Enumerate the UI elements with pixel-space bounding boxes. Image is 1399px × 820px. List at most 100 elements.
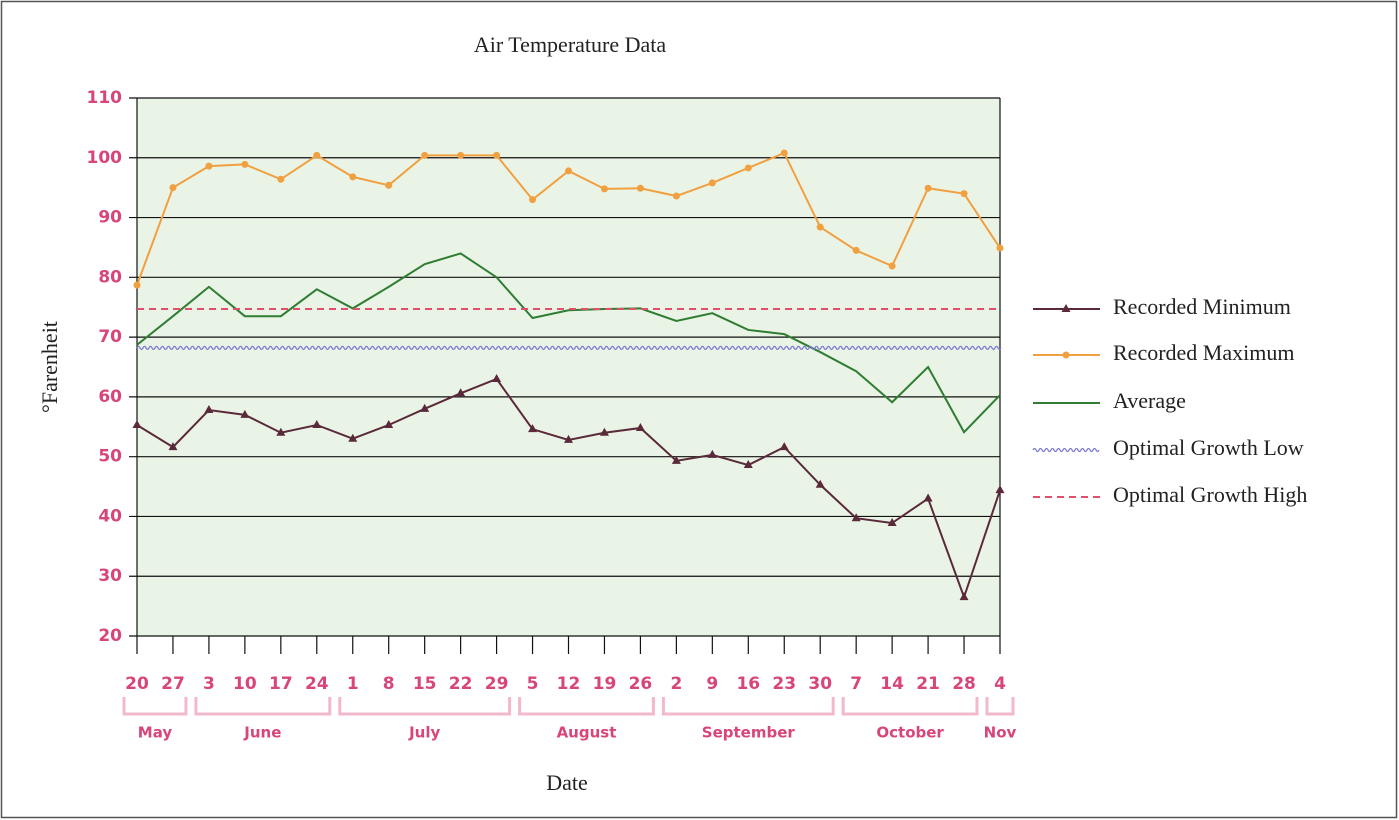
marker (312, 419, 322, 428)
plot-area (137, 98, 1000, 636)
x-tick-label: 5 (527, 674, 539, 694)
series-line (136, 252, 1001, 434)
marker (349, 173, 357, 181)
marker (923, 493, 933, 502)
marker (708, 179, 716, 187)
x-tick-label: 17 (269, 674, 293, 694)
x-tick-label: 9 (706, 674, 718, 694)
chart-title: Air Temperature Data (474, 32, 667, 57)
marker (132, 419, 142, 428)
month-bracket (518, 697, 655, 716)
x-tick-label: 28 (952, 674, 976, 694)
marker (851, 513, 861, 522)
legend-label: Recorded Maximum (1113, 340, 1294, 365)
y-tick-label: 40 (98, 506, 122, 526)
x-tick-label: 3 (203, 674, 215, 694)
month-bracket (841, 697, 979, 716)
marker (852, 246, 860, 254)
x-tick-label: 20 (125, 674, 149, 694)
marker (421, 151, 429, 159)
x-tick-label: 16 (736, 674, 760, 694)
y-tick-label: 20 (98, 626, 122, 646)
marker (420, 403, 430, 412)
legend-label: Recorded Minimum (1113, 294, 1291, 319)
marker (924, 184, 932, 192)
marker (168, 442, 178, 451)
legend-label: Average (1113, 388, 1186, 413)
month-bracket (985, 697, 1015, 716)
x-tick-label: 23 (772, 674, 796, 694)
legend-label: Optimal Growth Low (1113, 435, 1304, 460)
marker (348, 433, 358, 442)
marker (815, 479, 825, 488)
month-bracket (338, 697, 512, 716)
month-label: July (408, 724, 440, 742)
x-tick-label: 12 (557, 674, 581, 694)
marker (743, 460, 753, 469)
marker (564, 434, 573, 443)
marker (996, 244, 1004, 252)
reference-line (136, 345, 1002, 351)
marker (816, 223, 824, 231)
marker (671, 455, 681, 464)
marker (277, 175, 285, 183)
x-tick-label: 14 (880, 674, 904, 694)
month-label: August (557, 724, 617, 742)
marker (133, 281, 141, 289)
y-tick-label: 100 (87, 148, 123, 168)
marker (492, 373, 502, 382)
marker (744, 164, 752, 172)
month-label: June (243, 724, 281, 742)
x-tick-label: 26 (629, 674, 653, 694)
legend-marker (1062, 351, 1070, 359)
x-tick-label: 29 (485, 674, 509, 694)
x-tick-label: 7 (850, 674, 862, 694)
y-tick-label: 80 (98, 267, 122, 287)
marker (528, 424, 538, 433)
y-axis-label: °Farenheit (37, 321, 62, 413)
marker (205, 162, 213, 170)
marker (707, 449, 717, 458)
marker (960, 190, 968, 198)
month-label: October (876, 724, 944, 742)
x-tick-label: 27 (161, 674, 185, 694)
month-bracket (661, 697, 835, 716)
marker (385, 181, 393, 189)
marker (888, 262, 896, 270)
marker (672, 192, 680, 200)
marker (384, 419, 394, 428)
legend-swatch (1032, 447, 1100, 453)
marker (959, 592, 969, 601)
month-label: Nov (984, 724, 1017, 742)
x-tick-label: 22 (449, 674, 473, 694)
x-tick-label: 8 (383, 674, 395, 694)
marker (600, 185, 608, 193)
x-tick-label: 30 (808, 674, 832, 694)
marker (529, 196, 537, 204)
x-tick-label: 1 (347, 674, 359, 694)
marker (457, 151, 465, 159)
x-tick-label: 19 (593, 674, 617, 694)
y-tick-label: 70 (98, 327, 122, 347)
y-tick-label: 90 (98, 208, 122, 228)
y-tick-label: 110 (87, 88, 123, 108)
x-tick-label: 10 (233, 674, 257, 694)
marker (456, 388, 466, 397)
marker (565, 167, 572, 175)
marker (493, 151, 501, 159)
y-tick-label: 30 (98, 566, 122, 586)
marker (779, 442, 789, 451)
marker (276, 427, 286, 436)
marker (204, 405, 214, 414)
y-tick-label: 50 (98, 447, 122, 467)
marker (636, 184, 644, 192)
marker (313, 151, 321, 159)
marker (240, 409, 250, 418)
marker (169, 184, 177, 192)
month-label: September (702, 724, 796, 742)
marker (887, 518, 897, 527)
x-tick-label: 2 (670, 674, 682, 694)
marker (599, 427, 609, 436)
